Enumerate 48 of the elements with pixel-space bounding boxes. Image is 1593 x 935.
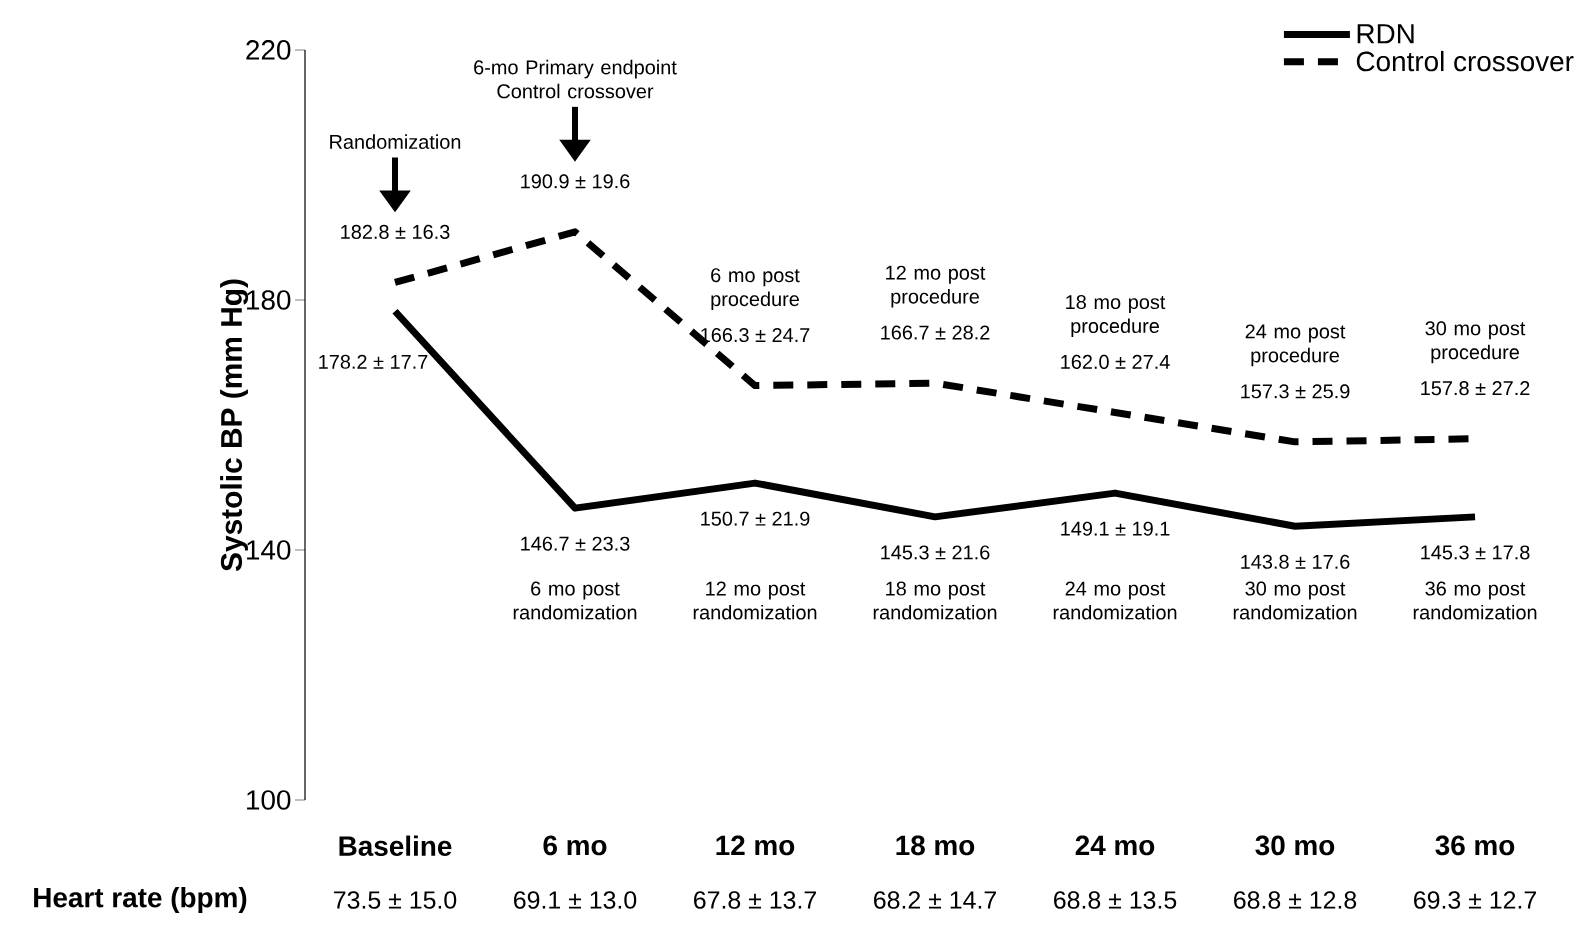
annotation: 18 mo post randomization xyxy=(873,581,997,620)
annotation: 24 mo post randomization xyxy=(1053,581,1177,620)
x-tick-label: 6 mo xyxy=(543,835,607,856)
annotation: 30 mo post procedure xyxy=(1425,321,1526,364)
text: 68.8 ± 12.8 xyxy=(1234,891,1357,909)
data-label: 157.3 ± 25.9 xyxy=(1241,384,1350,399)
annotation: 6 mo post procedure xyxy=(711,268,800,311)
x-tick-label: 36 mo xyxy=(1435,835,1515,856)
data-label: 149.1 ± 19.1 xyxy=(1061,521,1170,536)
y-axis-title: Systolic BP (mm Hg) xyxy=(220,279,249,572)
annotation: 30 mo post randomization xyxy=(1233,581,1357,620)
x-tick-label: 24 mo xyxy=(1075,835,1155,856)
text: 69.3 ± 12.7 xyxy=(1414,891,1536,909)
data-label: 162.0 ± 27.4 xyxy=(1061,354,1170,369)
annotation: 18 mo post procedure xyxy=(1066,295,1166,337)
data-label: 150.7 ± 21.9 xyxy=(701,511,810,526)
annotation: 6 mo post randomization xyxy=(513,581,637,620)
x-tick-label: Baseline xyxy=(339,835,452,856)
y-tick-label: 220 xyxy=(246,40,291,60)
text: 68.2 ± 14.7 xyxy=(874,891,996,909)
legend-label: Control crossover xyxy=(1356,50,1574,72)
y-tick-label: 140 xyxy=(247,540,291,560)
data-label: 178.2 ± 17.7 xyxy=(319,354,428,369)
data-label: 145.3 ± 17.8 xyxy=(1421,545,1530,560)
data-label: 190.9 ± 19.6 xyxy=(521,174,630,189)
text: Heart rate (bpm) xyxy=(34,887,247,913)
legend-label: RDN xyxy=(1357,24,1414,44)
x-tick-label: 30 mo xyxy=(1255,835,1335,856)
x-tick-label: 18 mo xyxy=(896,835,975,856)
data-label: 157.8 ± 27.2 xyxy=(1421,381,1530,396)
text: 68.8 ± 13.5 xyxy=(1054,891,1177,909)
annotation: 24 mo post procedure xyxy=(1245,324,1346,367)
data-label: 182.8 ± 16.3 xyxy=(341,224,450,239)
data-label: 146.7 ± 23.3 xyxy=(521,536,630,551)
y-tick-label: 100 xyxy=(247,790,291,810)
text: 67.8 ± 13.7 xyxy=(694,891,816,909)
annotation: 6-mo Primary endpoint Control crossover xyxy=(474,59,677,99)
annotation: Randomization xyxy=(330,134,461,149)
annotation: 12 mo post procedure xyxy=(886,265,986,308)
data-label: 145.3 ± 21.6 xyxy=(881,545,990,560)
data-label: 143.8 ± 17.6 xyxy=(1241,554,1350,569)
annotation: 36 mo post randomization xyxy=(1413,581,1537,620)
y-tick-label: 180 xyxy=(247,290,291,310)
text: 73.5 ± 15.0 xyxy=(334,891,457,909)
data-label: 166.7 ± 28.2 xyxy=(881,325,990,340)
x-tick-label: 12 mo xyxy=(716,835,795,856)
annotation: 12 mo post randomization xyxy=(693,581,817,620)
text: 69.1 ± 13.0 xyxy=(514,891,637,909)
